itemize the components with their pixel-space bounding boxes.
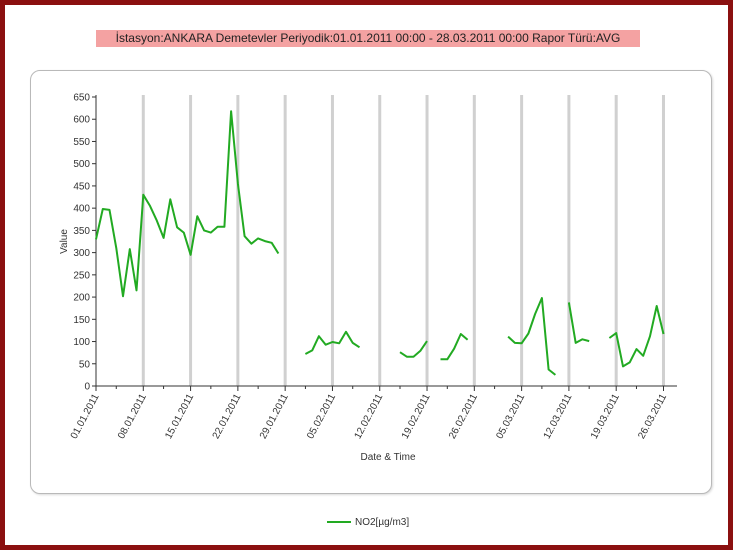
legend: NO2[µg/m3] [327, 515, 409, 529]
y-tick-label: 350 [73, 226, 90, 237]
x-tick-label: 29.01.2011 [258, 392, 291, 441]
y-tick-label: 150 [73, 315, 90, 326]
x-tick-label: 19.03.2011 [589, 392, 622, 441]
series-line-segment [399, 340, 428, 358]
y-tick-label: 300 [73, 248, 90, 259]
x-tick-label: 22.01.2011 [211, 392, 244, 441]
series-line-segment [304, 330, 361, 355]
legend-label: NO2[µg/m3] [355, 516, 410, 528]
x-tick-label: 26.02.2011 [447, 392, 480, 441]
x-tick-label: 19.02.2011 [400, 392, 433, 441]
series-line-segment [95, 110, 280, 298]
axes [92, 95, 677, 391]
series-line-segment [567, 302, 590, 344]
y-tick-label: 450 [73, 181, 90, 192]
x-tick-label: 15.01.2011 [163, 392, 196, 441]
report-frame: İstasyon:ANKARA Demetevler Periyodik:01.… [5, 5, 728, 545]
x-tick-label: 01.01.2011 [69, 392, 102, 441]
x-tick-label: 05.03.2011 [494, 392, 527, 441]
y-tick-label: 600 [73, 115, 90, 126]
series-line-segment [440, 333, 469, 361]
tick-labels: 0 50 100 150 200 250 300 350 400 450 500 550 600 650 0… [69, 93, 670, 441]
y-tick-label: 400 [73, 204, 90, 215]
y-tick-label: 500 [73, 159, 90, 170]
y-axis-title: Value [59, 229, 70, 254]
series-line-segment [608, 305, 665, 368]
x-tick-label: 05.02.2011 [305, 392, 338, 441]
y-tick-label: 50 [79, 359, 91, 370]
x-tick-label: 26.03.2011 [636, 392, 669, 441]
grid-lines [141, 95, 665, 386]
y-tick-label: 0 [84, 382, 90, 393]
y-tick-label: 250 [73, 270, 90, 281]
y-tick-label: 650 [73, 93, 90, 104]
y-tick-label: 100 [73, 337, 90, 348]
line-chart: 0 50 100 150 200 250 300 350 400 450 500 550 600 650 0… [59, 93, 677, 463]
y-tick-label: 200 [73, 293, 90, 304]
x-tick-label: 12.03.2011 [542, 392, 575, 441]
series-layer [95, 110, 665, 376]
legend-swatch [327, 521, 351, 523]
x-tick-label: 12.02.2011 [353, 392, 386, 441]
y-tick-label: 550 [73, 137, 90, 148]
x-tick-label: 08.01.2011 [116, 392, 149, 441]
series-line-segment [507, 297, 557, 376]
x-axis-title: Date & Time [360, 452, 415, 463]
report-title: İstasyon:ANKARA Demetevler Periyodik:01.… [96, 30, 640, 47]
